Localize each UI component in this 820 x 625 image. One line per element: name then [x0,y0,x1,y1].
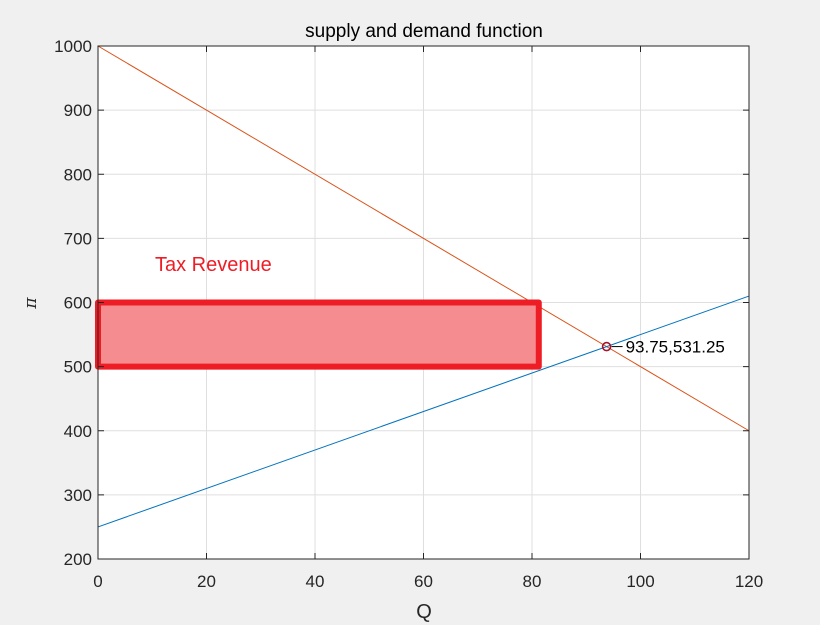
chart-title: supply and demand function [305,21,543,42]
series-line-1 [97,45,750,432]
x-tick-label: 80 [523,572,542,591]
equilibrium-marker [601,341,612,352]
equilibrium-label: 93.75,531.25 [626,338,725,357]
tax-revenue-box-group [95,299,542,370]
x-tick-label: 100 [626,572,654,591]
x-tick-label: 60 [414,572,433,591]
y-tick-label: 300 [64,486,92,505]
tax-revenue-label: Tax Revenue [155,254,272,276]
y-tick-label: 800 [64,165,92,184]
x-axis-label: Q [416,601,432,623]
series-group [97,45,750,528]
y-tick-label: 500 [64,358,92,377]
y-tick-label: 400 [64,422,92,441]
y-tick-label: 1000 [54,37,92,56]
series-line-2 [97,295,750,528]
y-tick-label: 900 [64,101,92,120]
y-axis-label: π [21,297,41,310]
y-tick-label: 200 [64,550,92,569]
y-tick-label: 700 [64,229,92,248]
y-tick-label: 600 [64,294,92,313]
axes [97,45,750,560]
x-tick-label: 40 [306,572,325,591]
x-tick-label: 0 [93,572,102,591]
x-tick-label: 20 [197,572,216,591]
tick-labels: 0 20 40 60 80 100 120 200 300 400 500 600 700 800 900 1… [54,37,763,591]
tax-revenue-box [95,299,542,370]
equilibrium-group: 93.75,531.25 [601,338,725,357]
x-tick-label: 120 [735,572,763,591]
